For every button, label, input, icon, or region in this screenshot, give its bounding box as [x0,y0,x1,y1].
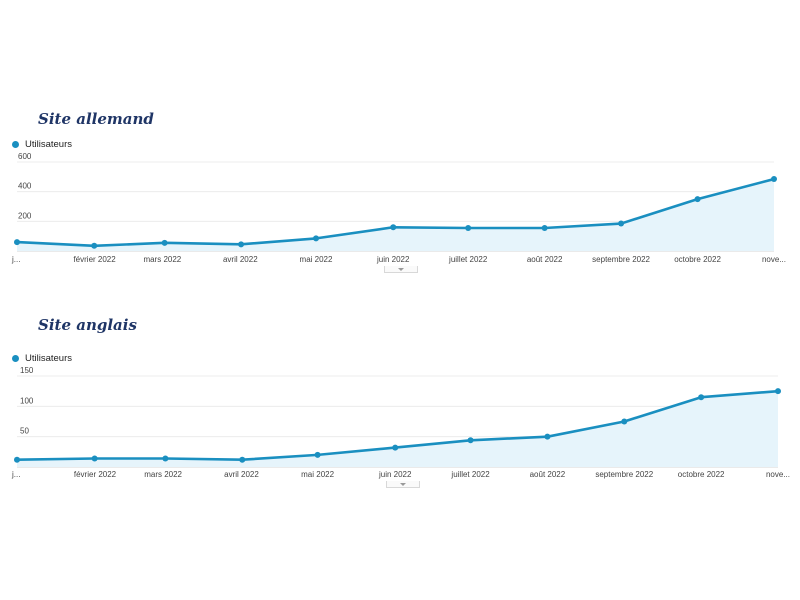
x-tick-label: septembre 2022 [592,255,650,264]
data-point [239,456,246,463]
x-tick-label: février 2022 [73,255,116,264]
data-point [698,394,705,401]
x-tick-label: février 2022 [74,470,117,479]
legend-dot-icon [12,355,19,362]
x-tick-label: mars 2022 [143,255,181,264]
x-tick-label: octobre 2022 [678,470,725,479]
data-point [771,176,777,183]
data-point [313,235,320,242]
x-tick-label: septembre 2022 [595,470,653,479]
data-point [694,196,701,203]
data-point [91,455,98,462]
x-tick-label: mai 2022 [300,255,333,264]
legend-dot-icon [12,141,19,148]
x-tick-label: avril 2022 [223,255,258,264]
x-tick-label: mai 2022 [301,470,334,479]
x-tick-label: août 2022 [530,470,566,479]
plot-area[interactable]: 50 100 150 j... février 2022 mars 2022 avril 2… [0,364,800,484]
chevron-down-icon [398,267,404,271]
legend-label: Utilisateurs [25,139,72,150]
data-point [161,239,168,246]
data-point [238,241,245,248]
x-tick-label: juin 2022 [376,255,410,264]
data-point [467,437,474,444]
chart-title: Site allemand [38,110,154,128]
legend[interactable]: Utilisateurs [12,353,72,364]
legend[interactable]: Utilisateurs [12,139,72,150]
chevron-down-icon [400,482,406,486]
data-point [618,220,625,227]
data-point [390,224,397,231]
x-tick-label: nove... [766,470,790,479]
scroll-handle[interactable] [384,266,418,273]
series-area [17,391,778,467]
data-point [314,451,321,458]
data-point [544,433,551,440]
chart-title: Site anglais [38,316,137,334]
x-tick-label: nove... [762,255,786,264]
y-tick-label: 600 [18,152,32,161]
y-tick-label: 200 [18,211,32,220]
data-point [775,388,781,395]
y-tick-label: 100 [20,396,34,405]
data-point [465,225,472,232]
x-tick-label: avril 2022 [224,470,259,479]
data-point [621,418,628,425]
x-tick-label: juin 2022 [378,470,412,479]
x-tick-label: juillet 2022 [450,470,490,479]
x-tick-label: mars 2022 [144,470,182,479]
legend-label: Utilisateurs [25,353,72,364]
data-point [541,225,548,232]
data-point [91,242,98,249]
plot-area[interactable]: 200 400 600 j... février 2022 mars 2022 avril … [0,150,800,270]
x-tick-label: j... [11,255,20,264]
x-tick-label: juillet 2022 [448,255,488,264]
data-point [14,239,20,246]
x-tick-label: octobre 2022 [674,255,721,264]
series-area [17,179,774,251]
y-tick-label: 50 [20,427,29,436]
data-point [14,456,20,463]
data-point [392,444,399,451]
x-tick-label: août 2022 [527,255,563,264]
y-tick-label: 150 [20,366,34,375]
x-tick-label: j... [11,470,20,479]
y-tick-label: 400 [18,182,32,191]
data-point [162,455,169,462]
scroll-handle[interactable] [386,481,420,488]
